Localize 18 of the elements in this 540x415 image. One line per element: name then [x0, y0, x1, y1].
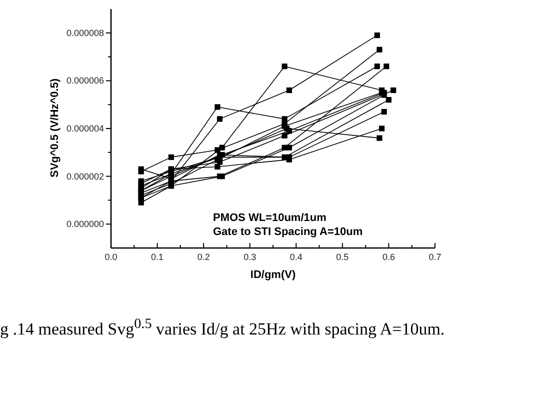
y-tick-label: 0.000004: [66, 124, 104, 134]
y-tick-label: 0.000000: [66, 219, 104, 230]
annotation: PMOS WL=10um/1um: [213, 212, 326, 225]
x-tick-label: 0.1: [151, 252, 164, 262]
x-tick-label: 0.3: [244, 252, 256, 262]
x-tick-label: 0.4: [290, 252, 302, 262]
x-tick-label: 0.0: [104, 252, 118, 262]
y-tick-label: 0.000006: [66, 76, 104, 86]
y-axis-title: SVg^0.5 (V/Hz^0.5): [49, 78, 61, 178]
text: g .14 measured Svg$^{0.5}$ varies Id/g at 25Hz with spacing A=10um.: [0, 316, 445, 340]
x-tick-label: 0.6: [382, 252, 395, 262]
y-tick-label: 0.000008: [66, 28, 104, 38]
y-tick-label: 0.000002: [66, 171, 104, 182]
x-tick-label: 0.7: [428, 252, 442, 262]
annotation: Gate to STI Spacing A=10um: [213, 226, 363, 239]
x-axis-title: ID/gm(V): [250, 269, 296, 281]
x-tick-label: 0.5: [336, 252, 349, 262]
x-tick-label: 0.2: [197, 252, 210, 262]
